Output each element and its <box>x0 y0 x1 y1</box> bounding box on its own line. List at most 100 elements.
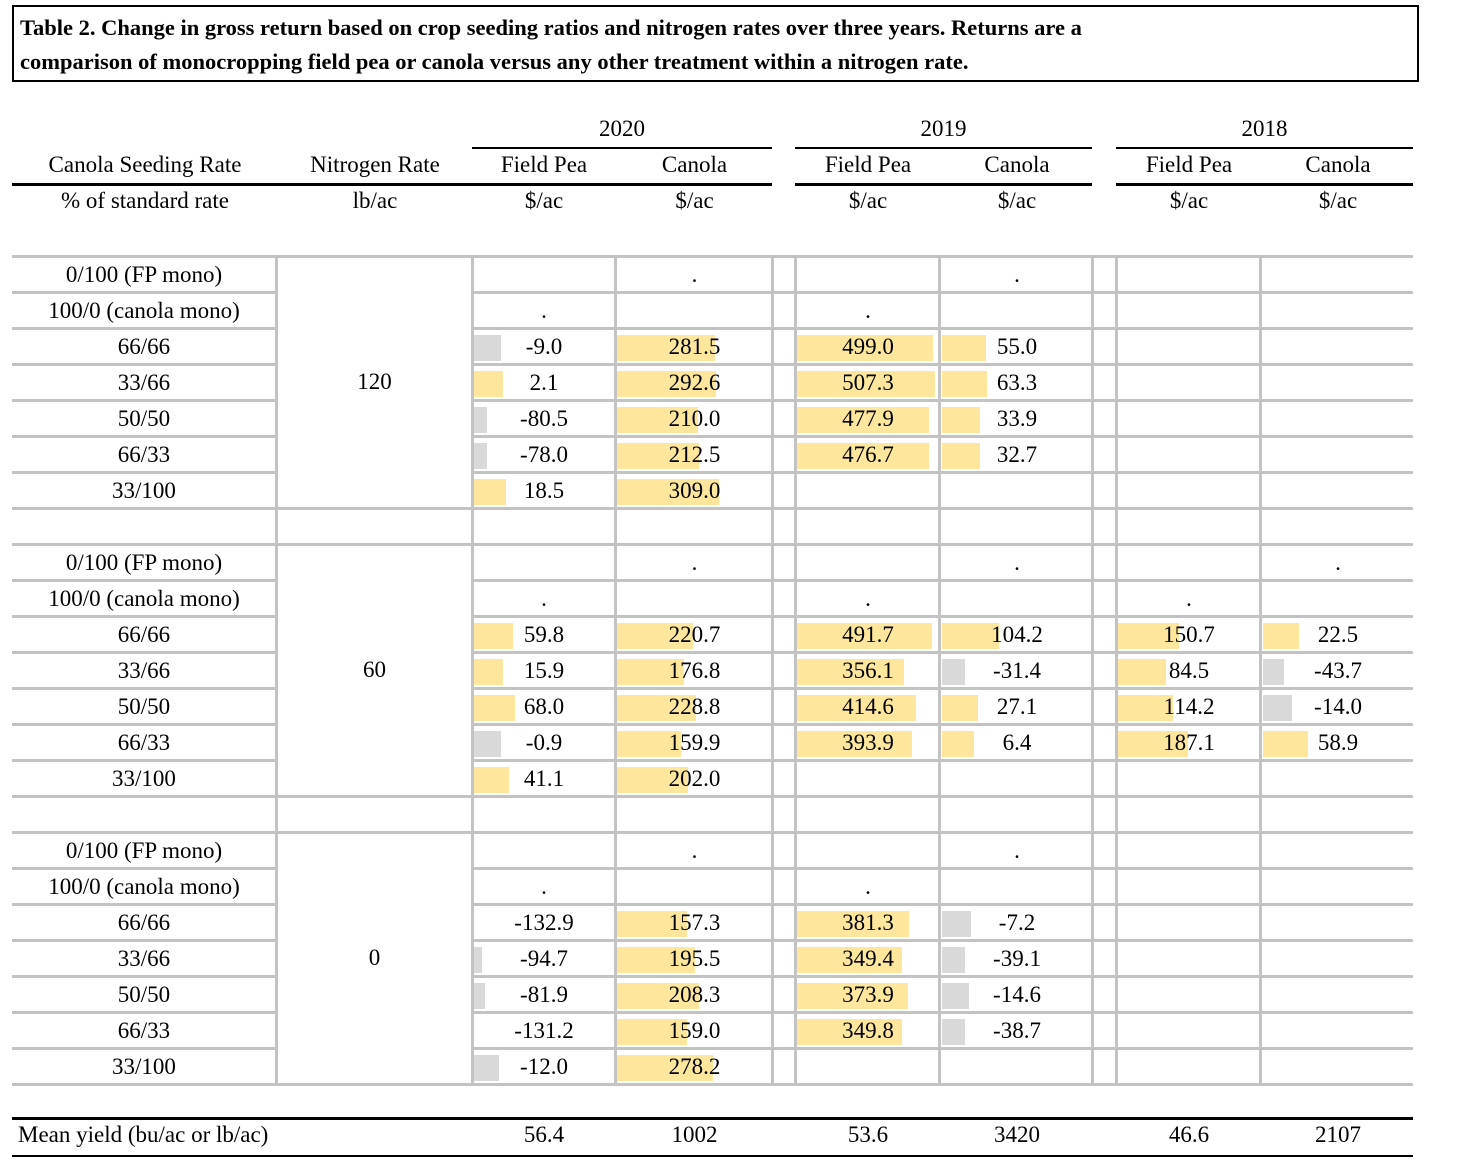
return-value <box>1118 364 1260 400</box>
positive-data-bar <box>617 371 717 397</box>
positive-data-bar <box>474 479 507 505</box>
mean-yield-value: 53.6 <box>847 1122 889 1147</box>
return-cell: 195.5 <box>617 942 772 978</box>
return-cell: . <box>474 294 614 330</box>
return-cell: -94.7 <box>474 942 614 978</box>
grid-row-line <box>12 651 1413 654</box>
positive-data-bar <box>617 1055 714 1081</box>
unit-seeding-rate: % of standard rate <box>61 188 229 213</box>
return-value <box>942 292 1092 328</box>
return-value: 220.7 <box>668 622 721 647</box>
return-cell: 114.2 <box>1118 690 1260 726</box>
return-value <box>942 868 1092 904</box>
return-cell: -132.9 <box>474 906 614 942</box>
grid-column-line <box>1091 255 1094 1085</box>
return-cell <box>942 294 1092 330</box>
return-value <box>617 580 772 616</box>
return-cell: 41.1 <box>474 762 614 798</box>
return-cell: -43.7 <box>1263 654 1413 690</box>
return-value <box>1118 1012 1260 1048</box>
mean-yield-value: 1002 <box>671 1122 718 1147</box>
positive-data-bar <box>617 335 715 361</box>
return-cell <box>797 1050 939 1086</box>
return-value: 150.7 <box>1163 622 1215 647</box>
column-header-field-pea: Field Pea <box>824 152 912 177</box>
return-cell: 157.3 <box>617 906 772 942</box>
return-cell: 104.2 <box>942 618 1092 654</box>
seeding-ratio-cell: 66/33 <box>117 1018 171 1043</box>
return-value <box>1263 400 1413 436</box>
return-value: 491.7 <box>842 622 894 647</box>
seeding-ratio-cell: 0/100 (FP mono) <box>65 838 223 863</box>
grid-row-line <box>12 291 1413 294</box>
grid-row-line <box>12 759 1413 762</box>
return-value: . <box>691 262 698 287</box>
return-value <box>1118 868 1260 904</box>
return-value <box>1263 580 1413 616</box>
column-header-field-pea: Field Pea <box>500 152 588 177</box>
return-cell <box>1118 762 1260 798</box>
return-value <box>1118 976 1260 1012</box>
return-cell: . <box>797 870 939 906</box>
return-cell <box>797 834 939 870</box>
return-value <box>474 256 614 292</box>
return-cell: -131.2 <box>474 1014 614 1050</box>
return-value <box>1263 832 1413 868</box>
return-cell <box>617 870 772 906</box>
negative-data-bar <box>474 335 501 361</box>
column-header-seeding-rate: Canola Seeding Rate <box>48 152 242 177</box>
return-value: 278.2 <box>668 1054 721 1079</box>
return-cell: 27.1 <box>942 690 1092 726</box>
return-cell: -0.9 <box>474 726 614 762</box>
column-unit: $/ac <box>1318 188 1358 213</box>
seeding-ratio-cell: 50/50 <box>117 982 171 1007</box>
return-value: . <box>1186 586 1192 611</box>
seeding-ratio-cell: 33/100 <box>112 478 176 503</box>
negative-data-bar <box>474 407 487 433</box>
negative-data-bar <box>1263 659 1284 685</box>
positive-data-bar <box>617 911 687 937</box>
return-cell <box>797 474 939 510</box>
grid-row-line <box>12 543 1413 546</box>
return-value: 32.7 <box>996 442 1038 467</box>
return-cell <box>1118 942 1260 978</box>
return-value <box>797 832 939 868</box>
return-cell <box>1118 330 1260 366</box>
positive-data-bar <box>797 407 930 433</box>
positive-data-bar <box>474 623 514 649</box>
return-cell <box>797 258 939 294</box>
grid-row-line <box>12 435 1413 438</box>
positive-data-bar <box>797 947 903 973</box>
return-cell <box>1263 1014 1413 1050</box>
return-value <box>942 1048 1092 1084</box>
return-cell: . <box>474 582 614 618</box>
mean-yield-label: Mean yield (bu/ac or lb/ac) <box>18 1122 269 1147</box>
return-cell <box>1263 330 1413 366</box>
return-value: 22.5 <box>1317 622 1359 647</box>
return-cell: . <box>1263 546 1413 582</box>
return-value <box>797 256 939 292</box>
return-value: 393.9 <box>842 730 894 755</box>
return-cell: 476.7 <box>797 438 939 474</box>
return-cell: 68.0 <box>474 690 614 726</box>
return-value <box>1118 328 1260 364</box>
return-cell: -78.0 <box>474 438 614 474</box>
return-value: 499.0 <box>842 334 894 359</box>
return-cell: 55.0 <box>942 330 1092 366</box>
grid-row-line <box>12 939 1413 942</box>
return-value: -39.1 <box>993 946 1041 971</box>
return-value <box>617 868 772 904</box>
negative-data-bar <box>942 1019 965 1045</box>
return-value <box>942 580 1092 616</box>
return-value: 212.5 <box>668 442 721 467</box>
return-cell <box>1263 474 1413 510</box>
return-cell: 33.9 <box>942 402 1092 438</box>
positive-data-bar <box>617 1019 687 1045</box>
column-unit: $/ac <box>675 188 714 213</box>
grid-row-line <box>12 975 1413 978</box>
grid-row-line <box>12 903 1413 906</box>
return-cell <box>1263 834 1413 870</box>
return-value: 507.3 <box>842 370 894 395</box>
return-cell: . <box>942 834 1092 870</box>
return-cell <box>1118 834 1260 870</box>
